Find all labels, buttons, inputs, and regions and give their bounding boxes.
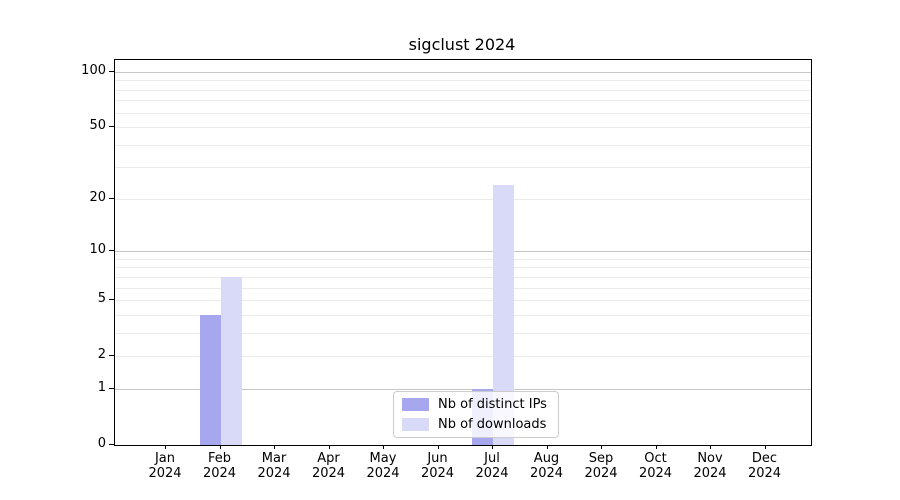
x-tick-label-jul: Jul 2024 (475, 451, 509, 481)
x-tick-label-jun: Jun 2024 (420, 451, 455, 481)
x-tick-label-sep: Sep 2024 (584, 451, 618, 481)
x-tick-mark (165, 445, 166, 449)
gridline-minor (115, 100, 811, 102)
gridline-major (115, 251, 811, 253)
x-tick-mark (546, 445, 548, 449)
gridline-minor (115, 80, 811, 82)
y-tick-label: 0 (97, 436, 106, 451)
y-tick-label: 2 (97, 347, 106, 363)
x-tick-label-oct: Oct 2024 (638, 451, 673, 481)
x-tick-label-jan: Jan 2024 (148, 451, 182, 481)
x-tick-mark (655, 445, 657, 449)
x-tick-label-may: May 2024 (366, 451, 400, 481)
gridline-minor (115, 127, 811, 129)
y-tick-mark (109, 355, 114, 357)
gridline-minor (115, 300, 811, 302)
x-tick-mark (328, 445, 330, 449)
y-tick-mark (109, 299, 114, 301)
y-tick-mark (109, 250, 114, 252)
downloads-swatch (402, 418, 429, 431)
y-tick-mark (109, 197, 114, 199)
x-tick-label-apr: Apr 2024 (311, 451, 346, 481)
y-tick-mark (109, 444, 114, 445)
x-tick-mark (764, 445, 766, 449)
gridline-minor (115, 287, 811, 289)
bar-downloads-jul (493, 184, 514, 445)
legend-label-downloads: Nb of downloads (438, 417, 547, 432)
x-tick-mark (437, 445, 439, 449)
gridline-minor (115, 267, 811, 269)
x-tick-mark (383, 445, 384, 449)
legend-entry-distinct-ips: Nb of distinct IPs (402, 397, 547, 412)
y-tick-label: 20 (89, 189, 106, 205)
gridline-minor (115, 198, 811, 200)
x-tick-label-mar: Mar 2024 (257, 451, 291, 481)
y-tick-label: 5 (97, 291, 106, 307)
y-tick-mark (109, 387, 114, 389)
gridline-minor (115, 167, 811, 169)
x-tick-label-feb: Feb 2024 (202, 451, 237, 481)
x-tick-label-dec: Dec 2024 (747, 451, 782, 481)
y-tick-label: 100 (81, 62, 106, 78)
x-tick-label-nov: Nov 2024 (693, 451, 727, 481)
x-tick-mark (274, 445, 275, 449)
y-tick-label: 10 (89, 242, 106, 258)
distinct-ips-swatch (402, 398, 429, 411)
y-tick-label: 1 (97, 379, 106, 395)
gridline-minor (115, 276, 811, 278)
legend-entry-downloads: Nb of downloads (402, 417, 547, 432)
plot-area (114, 59, 812, 446)
bar-downloads-feb (220, 276, 242, 445)
y-tick-label: 50 (89, 118, 106, 134)
y-tick-mark (109, 70, 114, 72)
y-tick-mark (109, 126, 114, 128)
gridline-minor (115, 112, 811, 114)
gridline-minor (115, 144, 811, 146)
gridline-major (115, 71, 811, 73)
legend-label-distinct-ips: Nb of distinct IPs (438, 397, 547, 412)
x-tick-mark (710, 445, 711, 449)
x-tick-mark (601, 445, 602, 449)
legend: Nb of distinct IPs Nb of downloads (393, 391, 559, 438)
chart-title: sigclust 2024 (408, 35, 516, 54)
gridline-minor (115, 89, 811, 91)
x-tick-mark (219, 445, 221, 449)
x-tick-label-aug: Aug 2024 (529, 451, 564, 481)
bar-distinct-ips-feb (199, 314, 221, 445)
x-tick-mark (492, 445, 493, 449)
gridline-minor (115, 258, 811, 260)
